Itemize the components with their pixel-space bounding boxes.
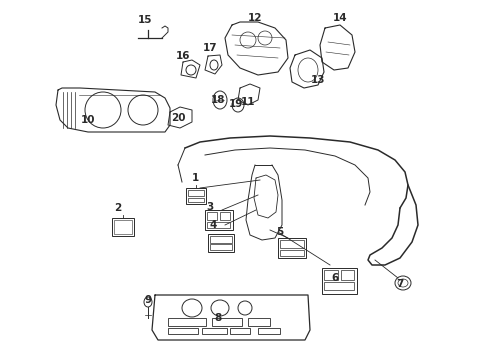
Bar — [248, 318, 270, 326]
Text: 6: 6 — [331, 273, 339, 283]
Bar — [324, 270, 338, 280]
Bar — [208, 234, 234, 252]
Text: 1: 1 — [192, 173, 198, 183]
Bar — [210, 236, 232, 243]
Bar — [207, 212, 217, 220]
Bar — [212, 318, 242, 326]
Bar — [258, 328, 280, 334]
Text: 4: 4 — [209, 220, 217, 230]
Text: 8: 8 — [215, 313, 221, 323]
Bar — [207, 222, 230, 228]
Bar — [280, 250, 304, 256]
Bar — [280, 240, 304, 248]
Bar — [202, 328, 227, 334]
Bar — [210, 244, 232, 250]
Text: 9: 9 — [145, 295, 151, 305]
Bar — [220, 212, 230, 220]
Bar — [168, 328, 198, 334]
Text: 10: 10 — [81, 115, 95, 125]
Text: 18: 18 — [211, 95, 225, 105]
Bar — [186, 188, 206, 204]
Text: 19: 19 — [229, 99, 243, 109]
Bar — [114, 220, 132, 234]
Bar — [341, 270, 354, 280]
Text: 5: 5 — [276, 227, 284, 237]
Text: 2: 2 — [114, 203, 122, 213]
Bar — [188, 198, 204, 202]
Text: 3: 3 — [206, 202, 214, 212]
Bar — [205, 210, 233, 230]
Bar — [188, 190, 204, 196]
Bar — [324, 282, 354, 290]
Text: 20: 20 — [171, 113, 185, 123]
Text: 13: 13 — [311, 75, 325, 85]
Text: 7: 7 — [396, 279, 404, 289]
Bar — [322, 268, 357, 294]
Bar — [230, 328, 250, 334]
Text: 12: 12 — [248, 13, 262, 23]
Text: 16: 16 — [176, 51, 190, 61]
Bar — [278, 238, 306, 258]
Text: 14: 14 — [333, 13, 347, 23]
Bar — [112, 218, 134, 236]
Bar — [168, 318, 206, 326]
Text: 15: 15 — [138, 15, 152, 25]
Text: 11: 11 — [241, 97, 255, 107]
Text: 17: 17 — [203, 43, 217, 53]
